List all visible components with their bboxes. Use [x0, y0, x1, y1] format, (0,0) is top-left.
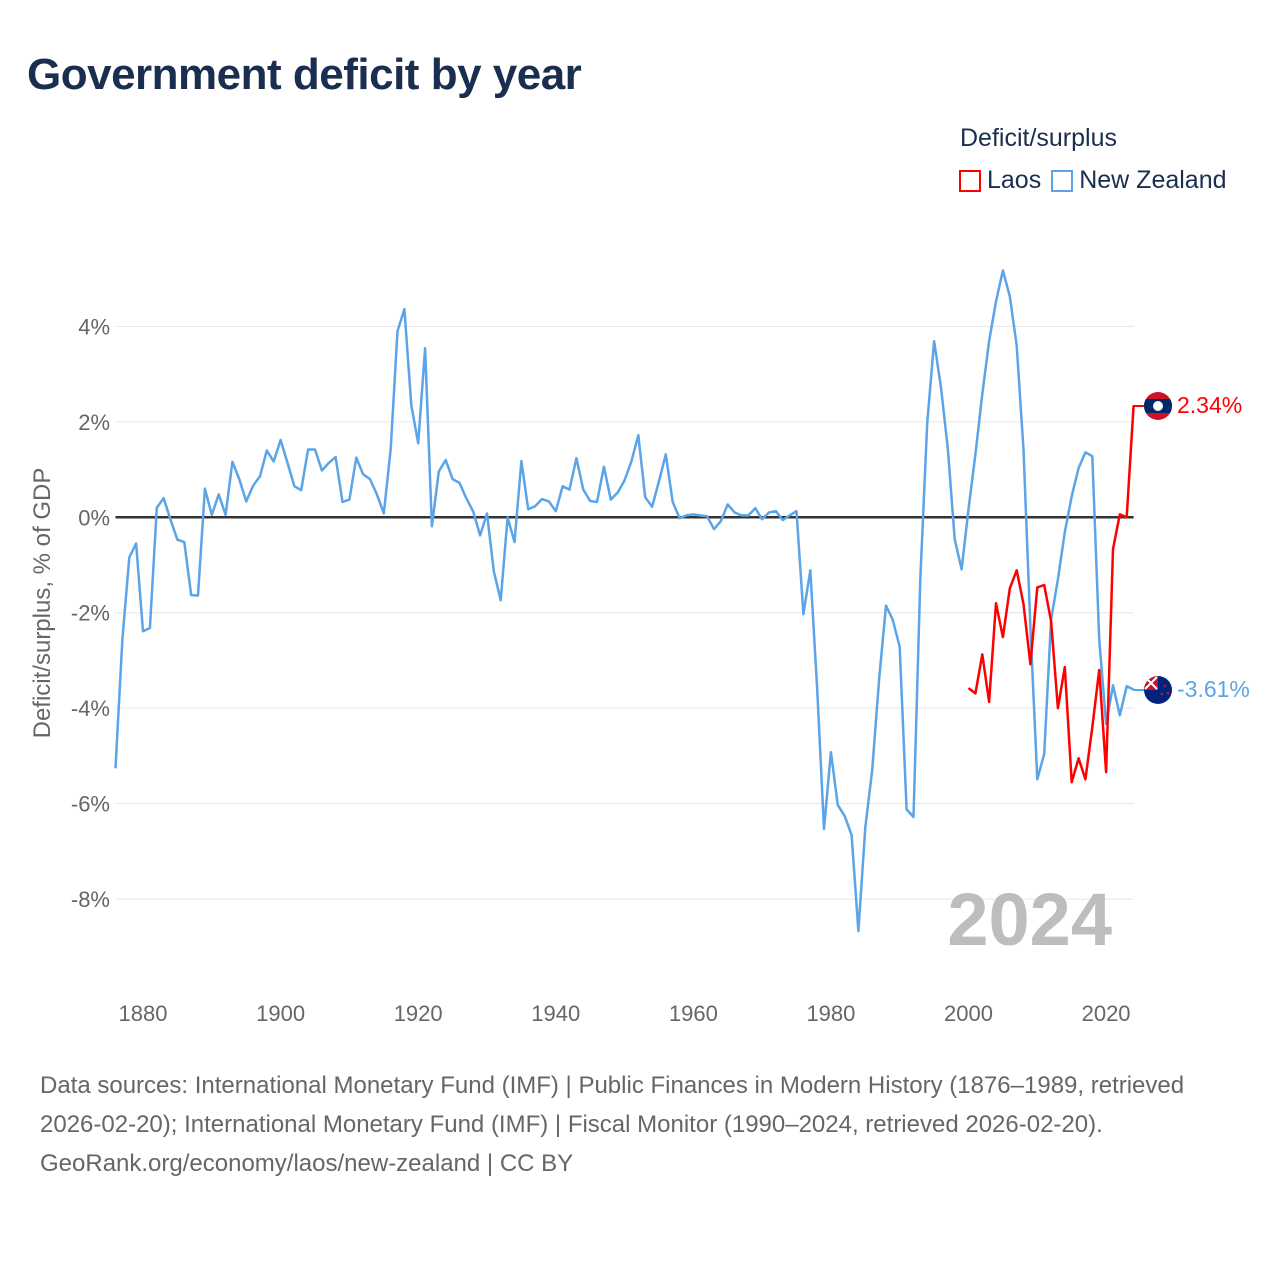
x-tick-label: 2000 [944, 1001, 993, 1026]
laos-flag-icon [1144, 392, 1172, 420]
x-tick-label: 2020 [1082, 1001, 1131, 1026]
x-tick-label: 1960 [669, 1001, 718, 1026]
nz-end-value: -3.61% [1177, 676, 1250, 702]
legend-title: Deficit/surplus [960, 124, 1117, 152]
x-tick-label: 1920 [394, 1001, 443, 1026]
y-tick-label: -2% [71, 601, 110, 626]
y-tick-label: 4% [78, 314, 110, 339]
x-tick-label: 1940 [531, 1001, 580, 1026]
y-axis-label: Deficit/surplus, % of GDP [29, 468, 56, 739]
y-tick-label: -6% [71, 792, 110, 817]
data-sources: Data sources: International Monetary Fun… [40, 1072, 1185, 1138]
y-tick-label: -8% [71, 887, 110, 912]
legend-swatch-laos [959, 169, 981, 192]
new-zealand-flag-icon [1144, 676, 1172, 704]
legend-swatch-new-zealand [1051, 169, 1074, 192]
year-watermark: 2024 [947, 878, 1112, 961]
laos-end-value: 2.34% [1177, 392, 1242, 418]
x-tick-label: 1880 [119, 1001, 168, 1026]
footer: Data sources: International Monetary Fun… [40, 1066, 1240, 1183]
legend-item-laos[interactable]: Laos [959, 166, 1041, 195]
y-tick-label: 2% [78, 410, 110, 435]
x-tick-label: 1980 [806, 1001, 855, 1026]
legend-label-laos: Laos [987, 166, 1042, 194]
legend-label-new-zealand: New Zealand [1079, 166, 1227, 194]
legend: Laos New Zealand [959, 166, 1227, 195]
plot-area: 4% 2% 0% -2% -4% -6% -8% 1880 1900 1920 1940 1960 19… [29, 269, 1250, 1026]
y-tick-label: 0% [78, 505, 110, 530]
series-line-laos[interactable] [967, 405, 1135, 784]
x-tick-label: 1900 [256, 1001, 305, 1026]
chart-title: Government deficit by year [27, 50, 582, 99]
credit-link[interactable]: GeoRank.org/economy/laos/new-zealand | C… [40, 1150, 574, 1177]
legend-item-new-zealand[interactable]: New Zealand [1051, 166, 1227, 195]
y-tick-label: -4% [71, 696, 110, 721]
series-line-new-zealand[interactable] [114, 269, 1135, 933]
